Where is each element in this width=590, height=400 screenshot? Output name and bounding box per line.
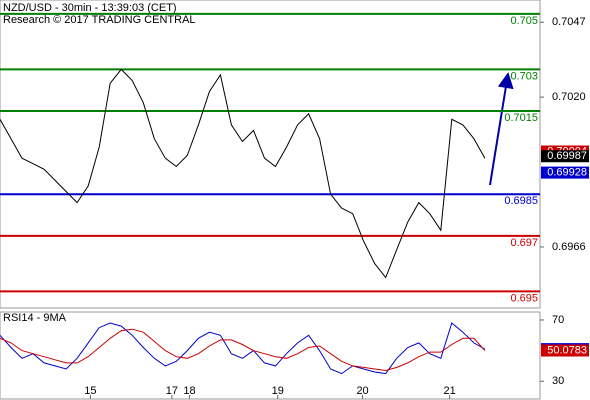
forecast-arrow [489,72,514,186]
series-line [0,328,486,372]
value-badge [541,344,589,357]
value-badge-label: 0.69928 [547,166,587,178]
y-tick-label: 70 [552,314,564,326]
value-badge-label: 0.69987 [547,150,587,162]
chart-subtitle: Research © 2017 TRADING CENTRAL [3,14,196,26]
price-panel [0,0,541,309]
x-tick-label: 18 [183,385,195,397]
level-label: 0.6985 [504,195,538,207]
x-tick-label: 21 [444,385,456,397]
chart-title: NZD/USD - 30min - 13:39:03 (CET) [3,2,177,14]
value-badge [541,150,589,163]
y-tick-label: 0.6966 [552,241,586,253]
y-tick-label: 30 [552,375,564,387]
rsi-title: RSI14 - 9MA [3,312,67,324]
y-tick-label: 0.7047 [552,16,586,28]
level-label: 0.705 [510,15,538,27]
x-tick-label: 19 [272,385,284,397]
value-badge [541,166,589,179]
level-label: 0.695 [510,292,538,304]
x-tick-label: 20 [356,385,368,397]
level-label: 0.7015 [504,112,538,124]
series-line [0,68,486,279]
x-tick-label: 17 [166,385,178,397]
level-label: 0.703 [510,70,538,82]
value-badge-label: 50.0783 [547,344,587,356]
rsi-panel [0,311,541,400]
x-tick-label: 15 [84,385,96,397]
y-tick-label: 0.7020 [552,91,586,103]
level-label: 0.697 [510,237,538,249]
series-line [0,322,486,375]
